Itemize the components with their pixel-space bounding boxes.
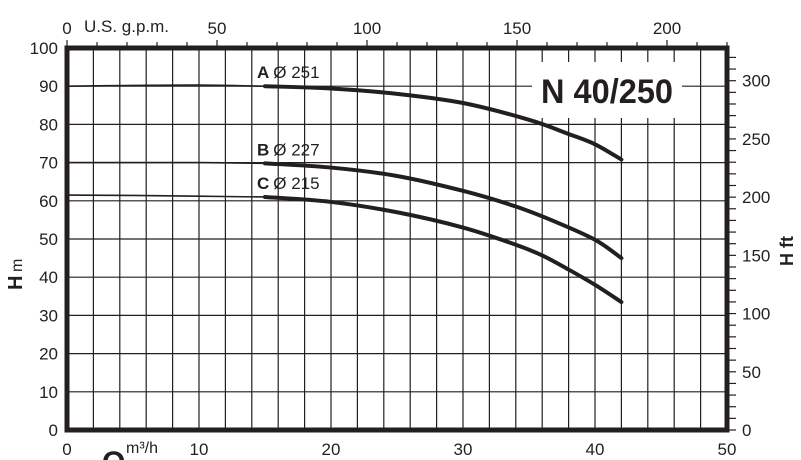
y-tick-label: 0: [49, 421, 58, 440]
y-axis-label: H: [5, 276, 27, 290]
curve-c: [263, 194, 624, 305]
curve-diameter: Ø 251: [273, 63, 319, 82]
x-tick-label: 50: [718, 440, 737, 459]
x2-tick-label: 0: [62, 19, 71, 38]
x2-tick-label: 200: [653, 19, 681, 38]
y2-tick-label: 0: [742, 421, 751, 440]
x-tick-label: 20: [322, 440, 341, 459]
y-tick-label: 30: [39, 306, 58, 325]
curve-a-extension: [66, 84, 266, 87]
y-tick-label: 70: [39, 154, 58, 173]
grid: [67, 48, 727, 430]
plot-frame: [64, 45, 730, 433]
x2-tick-label: 150: [503, 19, 531, 38]
x-tick-label: 40: [586, 440, 605, 459]
curve-b: [263, 161, 624, 261]
curve-letter: A: [257, 63, 269, 82]
x-tick-label: 0: [62, 440, 71, 459]
curve-letter: C: [257, 174, 269, 193]
title-box: [532, 62, 682, 118]
y2-tick-label: 100: [742, 305, 770, 324]
x-axis-label: Q: [102, 446, 125, 460]
x-axis-unit: m³/h: [126, 440, 158, 457]
y-tick-label: 50: [39, 230, 58, 249]
y2-tick-label: 50: [742, 363, 761, 382]
x2-axis-label: U.S. g.p.m.: [84, 17, 169, 36]
x-tick-label: 30: [454, 440, 473, 459]
x2-tick-label: 100: [353, 19, 381, 38]
curves: [66, 84, 624, 305]
x-tick-label: 10: [190, 440, 209, 459]
chart-title: N 40/250: [541, 73, 673, 111]
curve-a: [263, 84, 624, 162]
curve-c-extension: [66, 194, 266, 198]
y-tick-label: 60: [39, 192, 58, 211]
y-tick-label: 100: [30, 39, 58, 58]
y-tick-label: 10: [39, 383, 58, 402]
curve-b-extension: [67, 161, 266, 165]
y-tick-label: 90: [39, 77, 58, 96]
y-tick-label: 40: [39, 268, 58, 287]
curve-diameter: Ø 227: [273, 140, 319, 159]
curve-diameter: Ø 215: [273, 174, 319, 193]
y-axis-unit: m: [9, 259, 26, 272]
curve-letter: B: [257, 140, 269, 159]
y2-axis-label: H ft: [777, 236, 797, 266]
y2-tick-label: 150: [742, 246, 770, 265]
x2-tick-label: 50: [208, 19, 227, 38]
y2-tick-label: 200: [742, 188, 770, 207]
y-tick-label: 80: [39, 115, 58, 134]
y2-tick-label: 250: [742, 130, 770, 149]
y-tick-label: 20: [39, 345, 58, 364]
y2-tick-label: 300: [742, 72, 770, 91]
